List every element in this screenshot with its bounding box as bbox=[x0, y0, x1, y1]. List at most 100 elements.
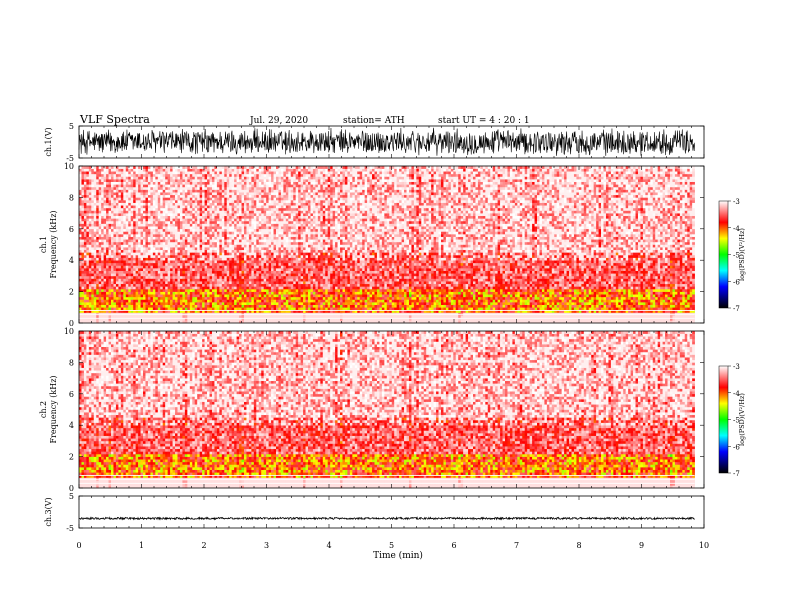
ch1-spectrogram-cell bbox=[224, 192, 228, 196]
ch1-spectrogram-cell bbox=[103, 207, 107, 211]
ch1-spectrogram-cell bbox=[258, 226, 262, 230]
ch1-spectrogram-cell bbox=[123, 200, 127, 203]
ch1-spectrogram-cell bbox=[125, 184, 129, 188]
ch1-spectrogram-cell bbox=[231, 171, 235, 175]
ch1-spectrogram-cell bbox=[157, 291, 161, 295]
ch1-spectrogram-cell bbox=[157, 262, 161, 266]
ch1-spectrogram-cell bbox=[120, 220, 124, 224]
ch1-spectrogram-cell bbox=[224, 299, 228, 303]
ch1-spectrogram-cell bbox=[251, 189, 255, 193]
ch1-spectrogram-cell bbox=[167, 236, 171, 240]
ch1-spectrogram-cell bbox=[175, 210, 178, 214]
ch1-spectrogram-cell bbox=[123, 247, 127, 251]
ch1-spectrogram-cell bbox=[224, 205, 228, 209]
ch1-spectrogram-cell bbox=[157, 213, 161, 217]
ch1-spectrogram-cell bbox=[187, 184, 191, 188]
ch1-spectrogram-cell bbox=[214, 200, 218, 203]
ch1-spectrogram-cell bbox=[226, 247, 230, 251]
ch1-spectrogram-cell bbox=[128, 281, 132, 285]
ch1-spectrogram-cell bbox=[258, 166, 262, 169]
ch1-spectrogram-cell bbox=[268, 239, 272, 243]
ch1-spectrogram-cell bbox=[241, 200, 245, 203]
ch1-spectrogram-cell bbox=[276, 249, 279, 253]
ch1-spectrogram-cell bbox=[120, 234, 124, 237]
ch1-spectrogram-cell bbox=[91, 220, 95, 224]
ch1-spectrogram-cell bbox=[179, 317, 183, 321]
ch1-spectrogram-cell bbox=[273, 296, 277, 300]
ch1-spectrogram-cell bbox=[106, 184, 109, 188]
ch1-spectrogram-cell bbox=[204, 215, 208, 219]
ch1-spectrogram-cell bbox=[111, 291, 114, 295]
ch1-spectrogram-cell bbox=[192, 210, 196, 214]
ch1-spectrogram-cell bbox=[187, 207, 191, 211]
ch1-spectrogram-cell bbox=[103, 275, 107, 279]
ch1-spectrogram-cell bbox=[167, 281, 171, 285]
ch1-spectrogram-cell bbox=[202, 213, 205, 217]
ch1-spectrogram-cell bbox=[160, 288, 164, 292]
ch1-spectrogram-cell bbox=[211, 315, 215, 319]
ch1-spectrogram-cell bbox=[266, 249, 269, 253]
ch1-spectrogram-cell bbox=[236, 223, 240, 227]
ch1-spectrogram-cell bbox=[108, 179, 112, 182]
ch1-spectrogram-cell bbox=[239, 192, 242, 196]
ch1-spectrogram-cell bbox=[152, 215, 156, 219]
ch1-spectrogram-cell bbox=[241, 315, 245, 319]
ch1-spectrogram-cell bbox=[276, 236, 279, 240]
ch1-spectrogram-cell bbox=[207, 194, 210, 198]
ch1-spectrogram-cell bbox=[145, 288, 149, 292]
ch1-spectrogram-cell bbox=[271, 168, 274, 172]
ch1-spectrogram-cell bbox=[175, 231, 178, 235]
ch1-spectrogram-cell bbox=[138, 294, 141, 298]
ch1-spectrogram-cell bbox=[258, 181, 262, 185]
ch1-spectrogram-cell bbox=[120, 228, 124, 232]
ch1-spectrogram-cell bbox=[236, 200, 240, 203]
ch1-spectrogram-cell bbox=[253, 186, 257, 190]
ch1-spectrogram-cell bbox=[204, 228, 208, 232]
ch1-spectrogram-cell bbox=[155, 249, 159, 253]
ch1-spectrogram-cell bbox=[197, 270, 200, 274]
ch1-spectrogram-cell bbox=[160, 291, 164, 295]
ch1-spectrogram-cell bbox=[197, 213, 200, 217]
ch1-spectrogram-cell bbox=[214, 171, 218, 175]
ch1-spectrogram-cell bbox=[165, 299, 168, 303]
ch1-spectrogram-cell bbox=[86, 307, 90, 311]
ch1-spectrogram-cell bbox=[98, 268, 102, 271]
ch1-spectrogram-cell bbox=[98, 257, 102, 261]
ch1-spectrogram-cell bbox=[276, 210, 279, 214]
ch1-spectrogram-cell bbox=[155, 197, 159, 201]
ch1-spectrogram-cell bbox=[101, 283, 104, 287]
ch1-spectrogram-cell bbox=[204, 252, 208, 256]
ch1-spectrogram-cell bbox=[248, 315, 252, 319]
ch1-spectrogram-cell bbox=[172, 218, 176, 222]
ch1-spectrogram-cell bbox=[152, 249, 156, 253]
ch1-spectrogram-cell bbox=[246, 299, 250, 303]
ch1-spectrogram-cell bbox=[138, 268, 141, 271]
ch1-spectrogram-cell bbox=[113, 179, 117, 182]
ch1-spectrogram-cell bbox=[214, 257, 218, 261]
ch1-spectrogram-cell bbox=[219, 302, 223, 305]
ch1-spectrogram-cell bbox=[236, 166, 240, 169]
ch1-spectrogram-cell bbox=[135, 291, 139, 295]
ch1-spectrogram-cell bbox=[266, 210, 269, 214]
ch1-spectrogram-cell bbox=[101, 262, 104, 266]
ch1-spectrogram-cell bbox=[199, 320, 203, 324]
ch1-spectrogram-cell bbox=[197, 278, 200, 282]
ch1-spectrogram-cell bbox=[83, 166, 87, 169]
ch1-spectrogram-cell bbox=[162, 234, 166, 237]
ch1-spectrogram-cell bbox=[234, 223, 237, 227]
ch1-spectrogram-cell bbox=[135, 273, 139, 277]
ch1-spectrogram-cell bbox=[189, 200, 193, 203]
ch1-spectrogram-cell bbox=[273, 194, 277, 198]
ch1-spectrogram-cell bbox=[229, 200, 232, 203]
ch1-spectrogram-cell bbox=[211, 223, 215, 227]
ch1-spectrogram-cell bbox=[221, 202, 225, 206]
ch1-spectrogram-cell bbox=[229, 249, 232, 253]
ch1-spectrogram-cell bbox=[197, 275, 200, 279]
ch1-spectrogram-cell bbox=[266, 186, 269, 190]
ch1-spectrogram-cell bbox=[120, 168, 124, 172]
ch1-spectrogram-cell bbox=[182, 213, 186, 217]
ch1-spectrogram-cell bbox=[221, 192, 225, 196]
ch1-spectrogram-cell bbox=[243, 173, 247, 177]
ch1-spectrogram-cell bbox=[93, 257, 97, 261]
ch1-spectrogram-cell bbox=[133, 186, 136, 190]
